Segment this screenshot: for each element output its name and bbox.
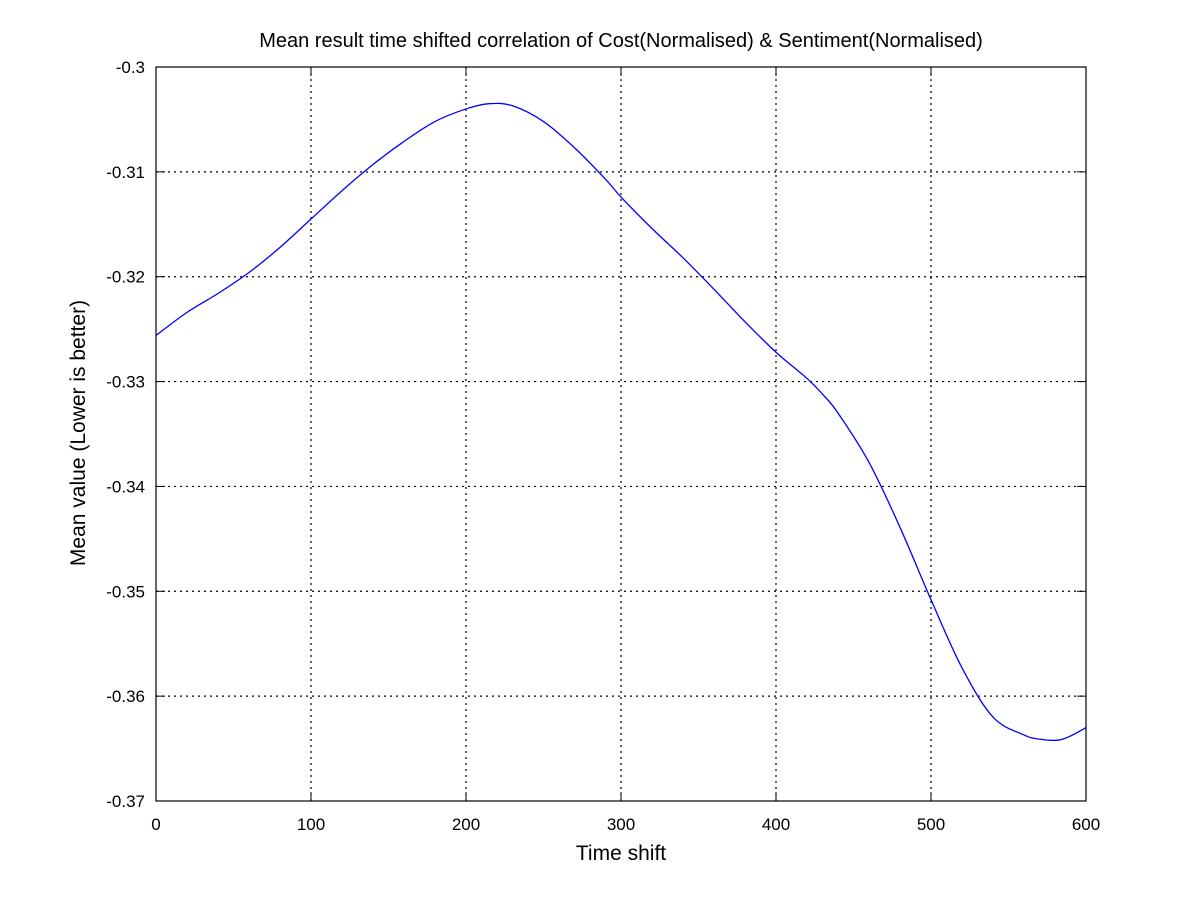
y-tick-label: -0.33 (106, 373, 145, 392)
axis-ticks (155, 66, 1087, 802)
y-tick-label: -0.36 (106, 687, 145, 706)
y-axis-tick-labels: -0.3 -0.31 -0.32 -0.33 -0.34 -0.35 -0.36 -0.37 (106, 58, 145, 811)
x-tick-label: 100 (297, 815, 325, 834)
chart-title: Mean result time shifted correlation of … (259, 30, 983, 52)
y-tick-label: -0.34 (106, 477, 145, 496)
x-tick-label: 0 (151, 815, 160, 834)
y-tick-label: -0.37 (106, 792, 145, 811)
x-axis-tick-labels: 0 100 200 300 400 500 600 (151, 815, 1100, 834)
y-tick-label: -0.31 (106, 163, 145, 182)
x-tick-label: 300 (607, 815, 635, 834)
series-line (155, 102, 1087, 742)
grid-lines (156, 67, 1086, 801)
y-tick-label: -0.3 (116, 58, 145, 77)
x-tick-label: 200 (452, 815, 480, 834)
x-tick-label: 500 (917, 815, 945, 834)
x-axis-title: Time shift (576, 842, 666, 865)
y-tick-label: -0.35 (106, 582, 145, 601)
x-tick-label: 600 (1072, 815, 1100, 834)
y-tick-label: -0.32 (106, 268, 145, 287)
x-tick-label: 400 (762, 815, 790, 834)
series-layer (155, 102, 1087, 742)
y-axis-title: Mean value (Lower is better) (67, 300, 90, 566)
